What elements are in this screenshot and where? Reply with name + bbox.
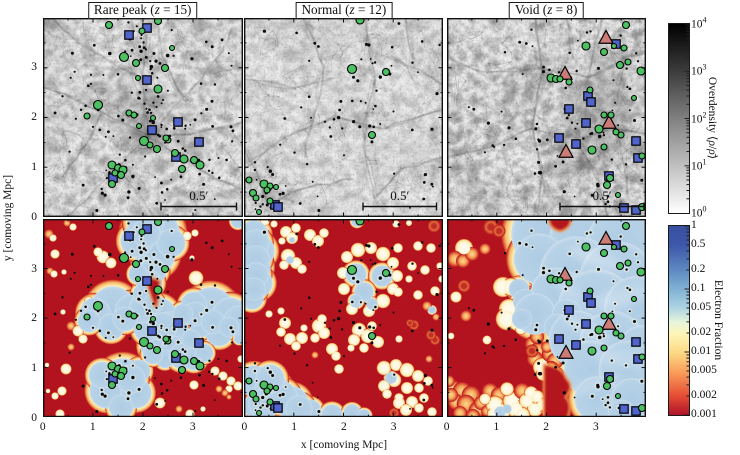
svg-text:0.5′: 0.5′ [391, 188, 410, 203]
svg-text:0.5′: 0.5′ [592, 188, 611, 203]
svg-text:0.5′: 0.5′ [189, 188, 208, 203]
